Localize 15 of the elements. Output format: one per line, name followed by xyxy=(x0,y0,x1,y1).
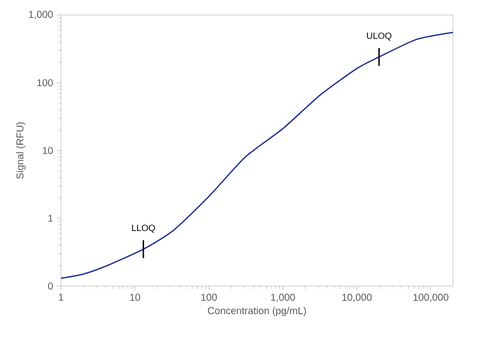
x-tick-label: 1 xyxy=(58,294,64,301)
x-tick-label: 100,000 xyxy=(414,294,448,302)
annotation: LLOQ xyxy=(132,224,155,233)
x-tick-label: 10,000 xyxy=(342,294,372,302)
y-tick-label: 0 xyxy=(48,282,53,290)
y-tick-label: 100 xyxy=(37,79,53,86)
annotation: ULOQ xyxy=(367,32,392,41)
x-tick-label: 1,000 xyxy=(271,294,295,302)
y-axis-title: Signal (RFU) xyxy=(16,122,26,179)
x-tick-label: 100 xyxy=(201,294,217,301)
y-tick-label: 1 xyxy=(48,214,53,222)
x-axis-title: Concentration (pg/mL) xyxy=(208,306,306,316)
y-tick-label: 10 xyxy=(42,146,53,154)
x-tick-label: 10 xyxy=(130,294,140,301)
y-tick-label: 1,000 xyxy=(29,10,53,20)
